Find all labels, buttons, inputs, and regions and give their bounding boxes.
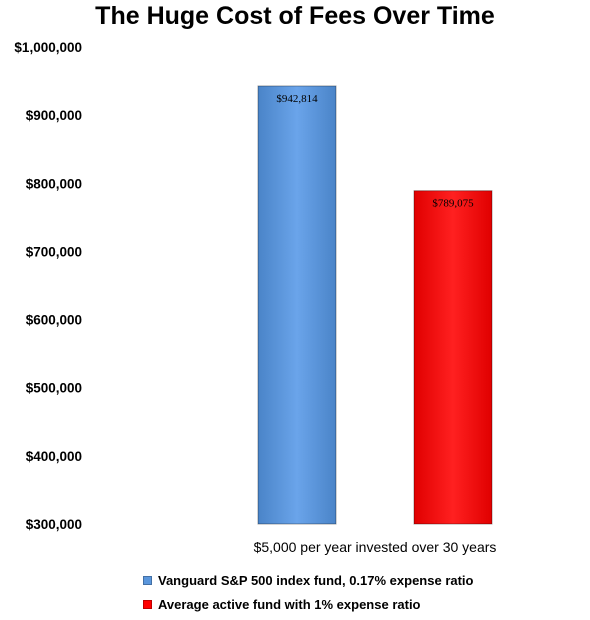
y-tick-label: $700,000 <box>26 244 82 259</box>
legend-item-vanguard: Vanguard S&P 500 index fund, 0.17% expen… <box>143 568 474 592</box>
legend-label-vanguard: Vanguard S&P 500 index fund, 0.17% expen… <box>158 572 474 588</box>
y-tick-label: $800,000 <box>26 176 82 191</box>
bar-active-fund-value-label: $789,075 <box>432 198 474 210</box>
y-tick-label: $400,000 <box>26 449 82 464</box>
bar-vanguard <box>257 85 337 525</box>
y-tick-label: $1,000,000 <box>14 40 82 55</box>
legend-label-active-fund: Average active fund with 1% expense rati… <box>158 596 421 612</box>
legend-swatch-vanguard <box>143 575 152 585</box>
y-tick-label: $500,000 <box>26 381 82 396</box>
bars: $942,814 $789,075 <box>257 85 493 525</box>
y-tick-label: $600,000 <box>26 313 82 328</box>
y-tick-label: $300,000 <box>26 517 82 532</box>
chart-title: The Huge Cost of Fees Over Time <box>95 2 495 30</box>
y-tick-label: $900,000 <box>26 108 82 123</box>
legend-swatch-active-fund <box>143 599 152 609</box>
bar-vanguard-value-label: $942,814 <box>276 93 318 105</box>
legend-item-active-fund: Average active fund with 1% expense rati… <box>143 592 474 616</box>
y-axis: $300,000 $400,000 $500,000 $600,000 $700,000… <box>14 40 82 532</box>
legend: Vanguard S&P 500 index fund, 0.17% expen… <box>143 568 474 616</box>
bar-active-fund <box>413 190 493 525</box>
x-axis-label: $5,000 per year invested over 30 years <box>254 539 497 555</box>
